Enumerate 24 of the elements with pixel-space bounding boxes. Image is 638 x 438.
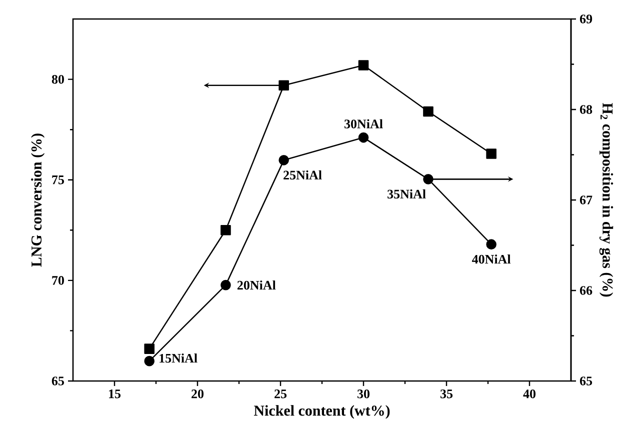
y-tick-label: 75 bbox=[52, 176, 64, 184]
x-tick-label: 30 bbox=[357, 390, 370, 398]
annotation: 15NiAl bbox=[160, 354, 198, 363]
y-tick-label: 80 bbox=[52, 74, 64, 84]
y2-tick-label: 68 bbox=[580, 105, 592, 114]
annotation: 20NiAl bbox=[237, 280, 276, 290]
x-tick-label: 15 bbox=[109, 390, 121, 398]
annotation: 25NiAl bbox=[284, 170, 322, 180]
x-axis-title: Nickel content (wt%) bbox=[254, 405, 390, 419]
y2-tick-label: 69 bbox=[580, 14, 592, 24]
y-axis-title: LNG conversion (%) bbox=[31, 134, 45, 267]
y2-axis-title: H$_{2}$ composition in dry gas (%) bbox=[599, 102, 614, 297]
annotation: 40NiAl bbox=[472, 254, 511, 264]
y-tick-label: 70 bbox=[52, 276, 64, 285]
y-tick-label: 65 bbox=[52, 376, 64, 386]
y2-tick-label: 65 bbox=[580, 376, 592, 386]
x-tick-label: 40 bbox=[523, 390, 536, 398]
x-tick-label: 35 bbox=[440, 390, 453, 398]
annotation: 35NiAl bbox=[388, 189, 426, 199]
y2-tick-label: 66 bbox=[580, 286, 592, 295]
x-tick-label: 20 bbox=[192, 390, 204, 398]
y2-tick-label: 67 bbox=[580, 196, 592, 204]
x-tick-label: 25 bbox=[274, 390, 287, 398]
annotation: 30NiAl bbox=[344, 119, 383, 128]
